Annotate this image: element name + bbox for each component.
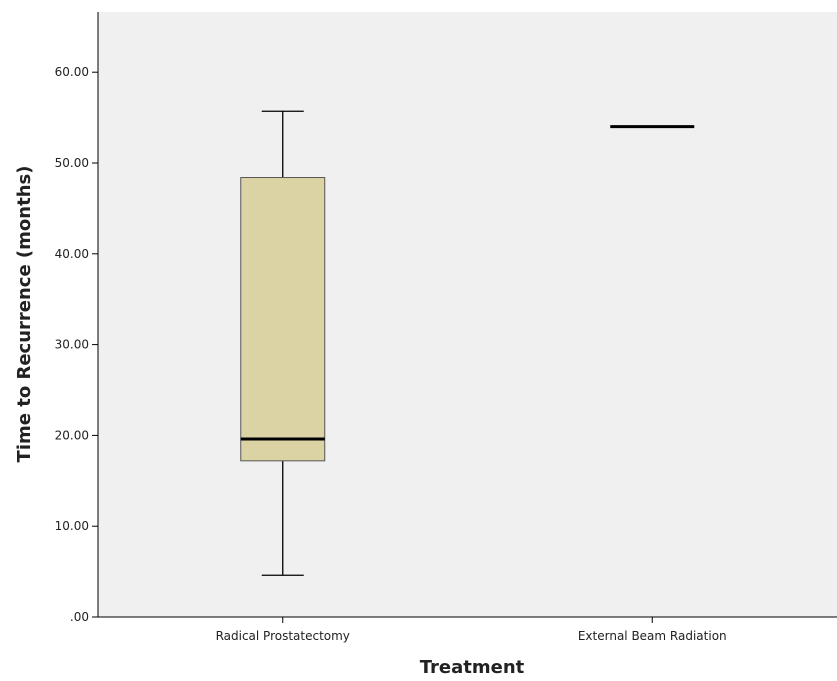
plot-area: [98, 12, 837, 617]
y-axis-ticks: .00 10.00 20.00 30.00 40.00 50.00 60.00: [55, 65, 98, 624]
y-tick-label: 30.00: [55, 338, 89, 352]
y-tick-label: .00: [70, 610, 89, 624]
x-tick-label: Radical Prostatectomy: [216, 629, 350, 643]
x-axis-ticks: Radical Prostatectomy External Beam Radia…: [216, 617, 727, 643]
iqr-box: [240, 177, 326, 462]
box-group: [240, 110, 326, 576]
y-tick-label: 10.00: [55, 519, 89, 533]
boxes-layer: [240, 110, 695, 576]
y-tick-label: 20.00: [55, 428, 89, 442]
x-tick-label: External Beam Radiation: [578, 629, 727, 643]
y-tick-label: 50.00: [55, 156, 89, 170]
y-axis-title: Time to Recurrence (months): [14, 166, 35, 463]
x-axis-title: Treatment: [420, 657, 525, 678]
y-tick-label: 40.00: [55, 247, 89, 261]
y-tick-label: 60.00: [55, 65, 89, 79]
